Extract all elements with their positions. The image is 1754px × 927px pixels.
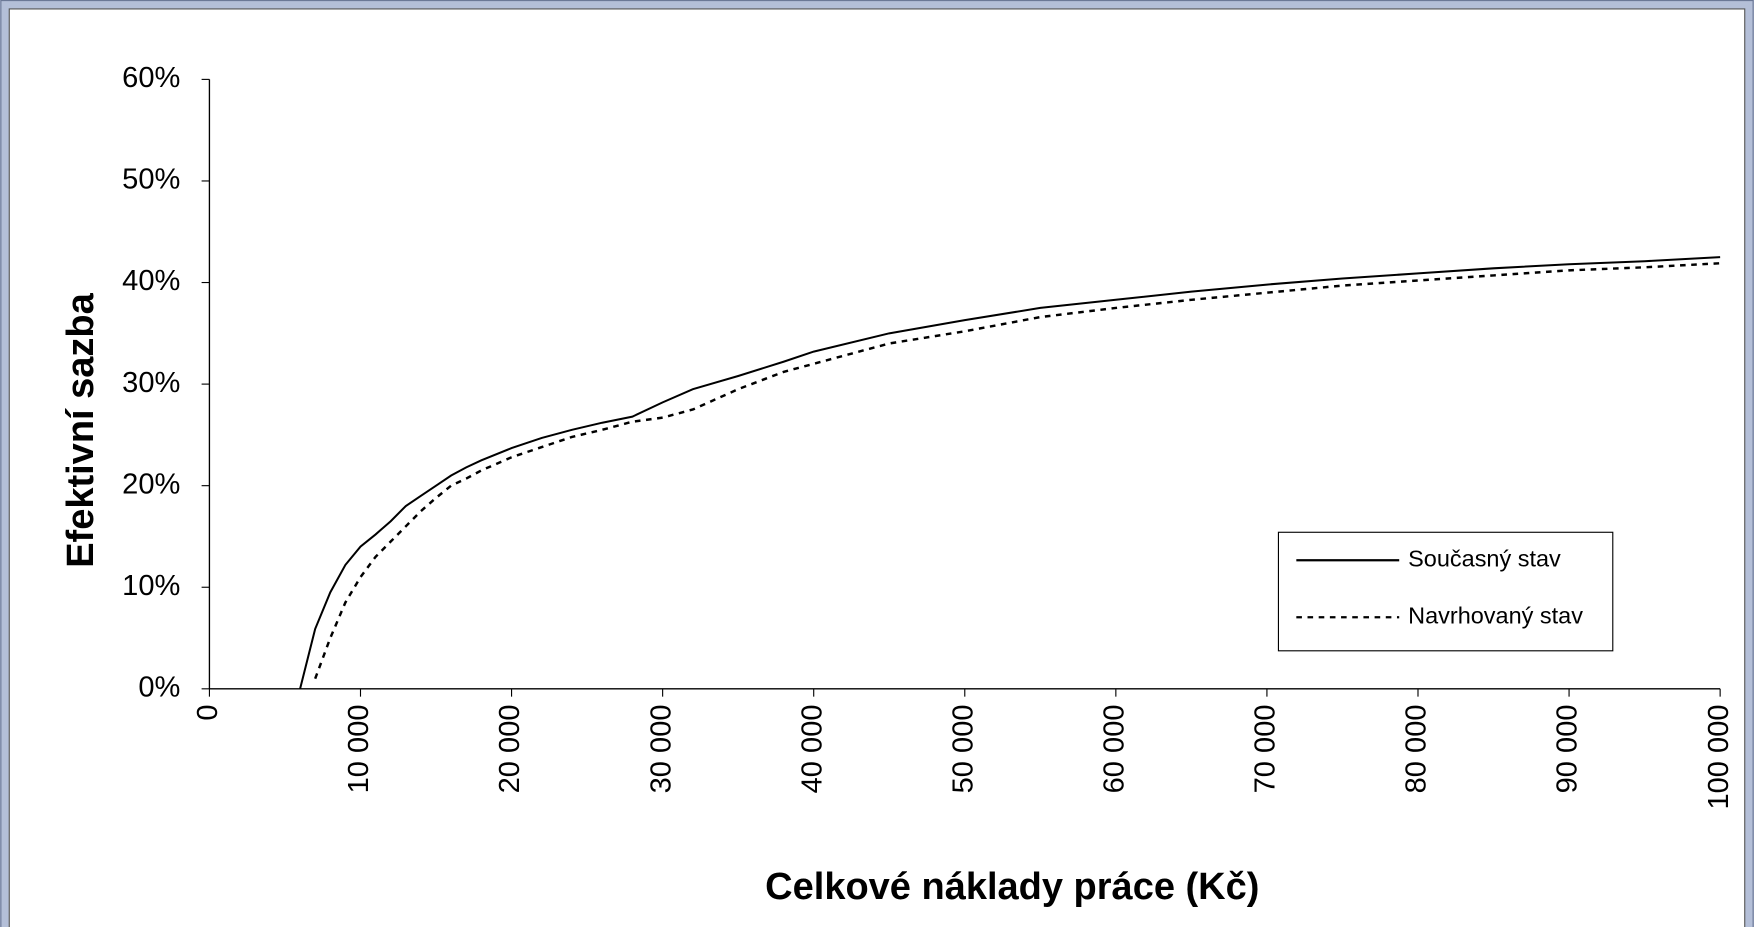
y-tick-label: 20% [122,468,180,500]
series-line [314,262,1721,680]
chart-area [8,8,1746,927]
x-tick-label: 10 000 [343,704,375,793]
y-axis-title: Efektivní sazba [60,292,102,567]
x-tick-label: 80 000 [1401,704,1433,793]
x-tick-label: 100 000 [1703,704,1735,809]
y-tick-label: 10% [122,570,180,602]
x-tick-label: 40 000 [796,704,828,793]
x-tick-label: 0 [192,704,224,720]
legend-label: Současný stav [1408,545,1561,571]
x-tick-label: 90 000 [1552,704,1584,793]
y-tick-label: 40% [122,265,180,297]
y-tick-label: 50% [122,164,180,196]
x-tick-label: 50 000 [947,704,979,793]
x-tick-label: 20 000 [494,704,526,793]
y-tick-label: 30% [122,367,180,399]
legend-label: Navrhovaný stav [1408,602,1583,628]
y-tick-label: 60% [122,62,180,94]
x-tick-label: 60 000 [1099,704,1131,793]
y-tick-label: 0% [138,671,180,703]
x-tick-label: 70 000 [1250,704,1282,793]
x-tick-label: 30 000 [645,704,677,793]
series-line [299,256,1721,690]
legend-box [1277,531,1614,652]
x-axis-title: Celkové náklady práce (Kč) [765,866,1259,908]
